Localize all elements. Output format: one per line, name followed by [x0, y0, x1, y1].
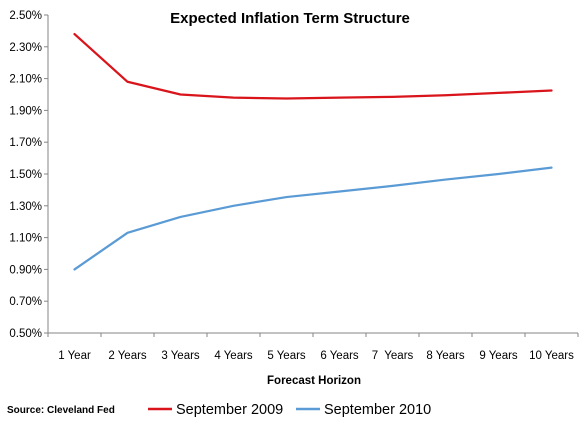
series-lines — [73, 32, 553, 271]
y-tick-label: 0.90% — [9, 264, 42, 276]
x-tick-label: 2 Years — [108, 350, 147, 362]
series-line-september-2009 — [73, 32, 553, 100]
source-note: Source: Cleveland Fed — [7, 405, 115, 416]
x-axis-title: Forecast Horizon — [267, 375, 361, 387]
y-tick-label: 1.10% — [9, 233, 42, 245]
y-tick-label: 0.50% — [9, 328, 42, 340]
y-tick-label: 1.50% — [9, 169, 42, 181]
x-axis-tick-labels: 1 Year 2 Years 3 Years 4 Years 5 Years 6 Year… — [58, 350, 574, 362]
series-line-september-2010 — [73, 166, 553, 271]
y-tick-label: 1.70% — [9, 137, 42, 149]
x-tick-label: 5 Years — [267, 350, 306, 362]
legend-label: September 2009 — [176, 402, 283, 418]
x-tick-label: 4 Years — [214, 350, 253, 362]
y-tick-label: 2.50% — [9, 10, 42, 22]
chart-title: Expected Inflation Term Structure — [170, 10, 410, 27]
y-tick-label: 2.10% — [9, 74, 42, 86]
y-axis-tick-labels: 0.50% 0.70% 0.90% 1.10% 1.30% 1.50% 1.70% 1.90%… — [9, 10, 42, 340]
axes — [44, 14, 579, 337]
x-tick-label: 6 Years — [320, 350, 359, 362]
legend: September 2009 September 2010 — [148, 402, 431, 418]
x-tick-label: 7 Years — [372, 350, 414, 362]
x-tick-label: 9 Years — [479, 350, 518, 362]
x-tick-label: 3 Years — [161, 350, 200, 362]
x-tick-label: 10 Years — [529, 350, 574, 362]
x-tick-label: 8 Years — [426, 350, 465, 362]
y-tick-label: 2.30% — [9, 42, 42, 54]
y-tick-label: 0.70% — [9, 296, 42, 308]
x-tick-label: 1 Year — [58, 350, 91, 362]
y-tick-label: 1.30% — [9, 201, 42, 213]
y-tick-label: 1.90% — [9, 105, 42, 117]
legend-label: September 2010 — [324, 402, 431, 418]
